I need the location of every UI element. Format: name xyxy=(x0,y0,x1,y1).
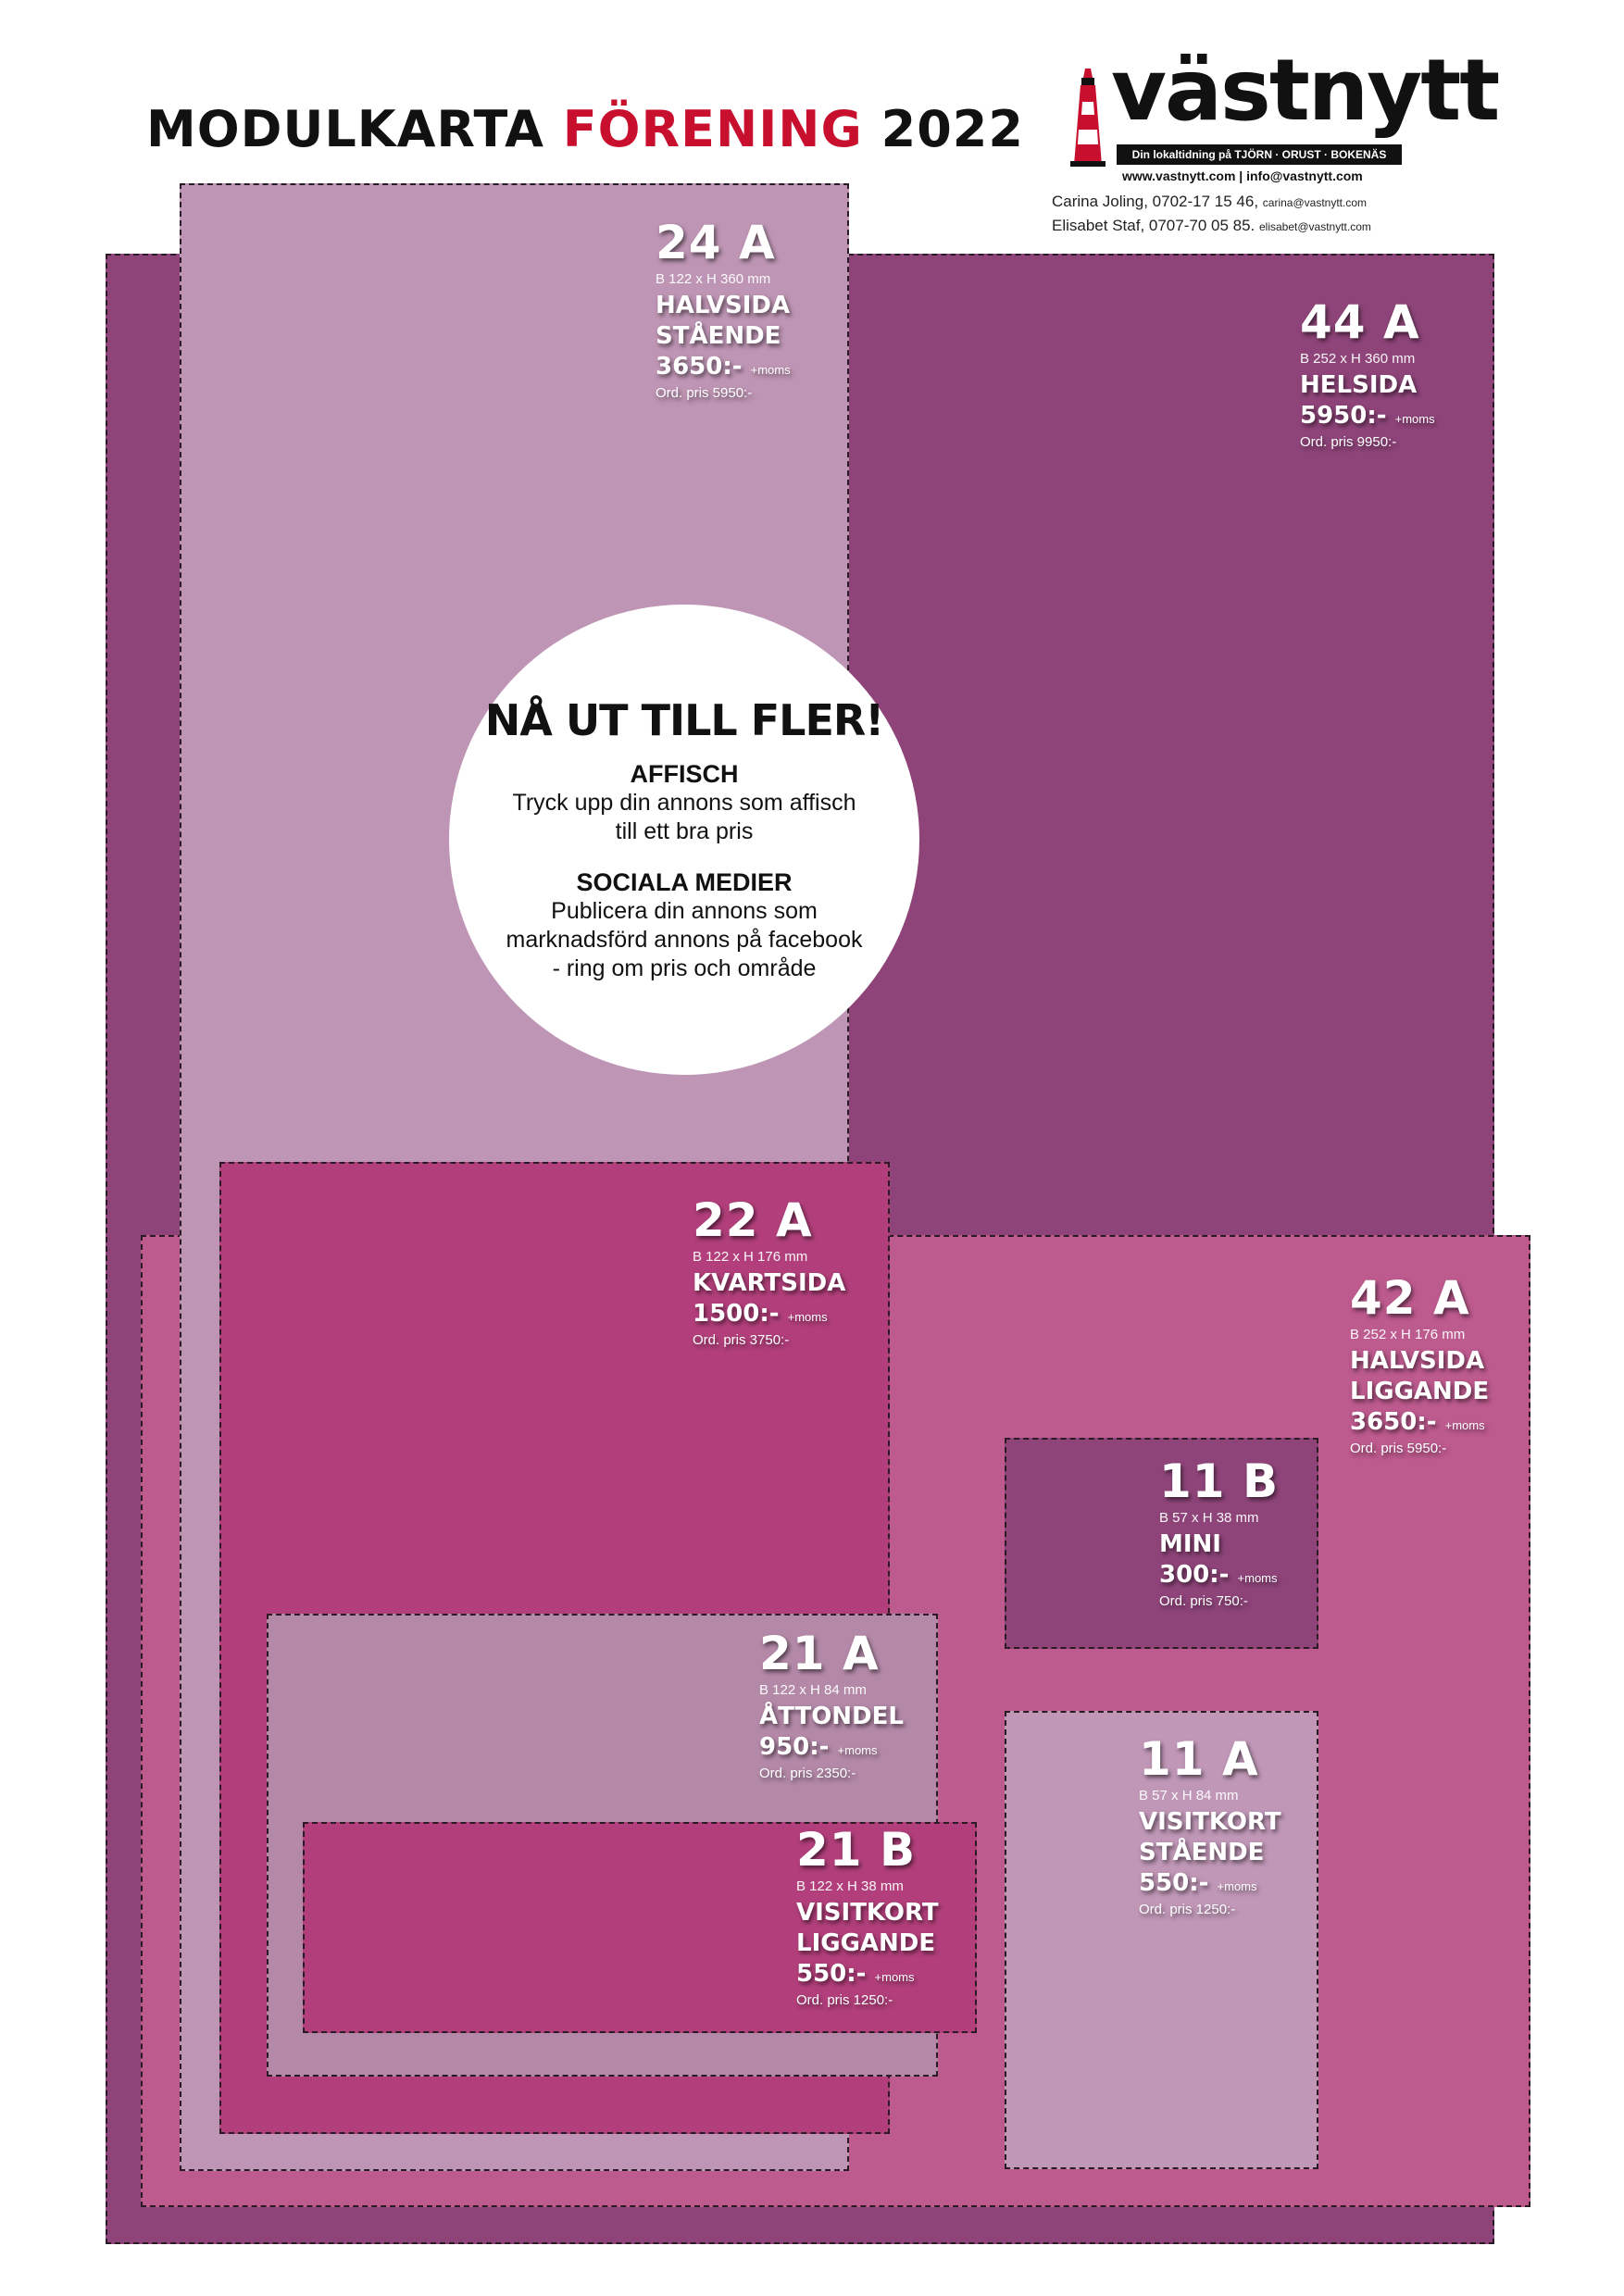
label-21a: 21 A B 122 x H 84 mm ÅTTONDEL 950:- +mom… xyxy=(759,1628,904,1782)
vastnytt-logo: västnytt Din lokaltidning på TJÖRN · ORU… xyxy=(1065,48,1500,171)
module-code: 42 A xyxy=(1350,1271,1470,1325)
ordinary-price: Ord. pris 3750:- xyxy=(693,1332,790,1348)
page-title: MODULKARTA FÖRENING 2022 xyxy=(146,100,1024,158)
ordinary-price: Ord. pris 1250:- xyxy=(796,1992,893,2008)
logo-wordmark: västnytt xyxy=(1111,41,1500,140)
module-code: 44 A xyxy=(1300,295,1420,349)
title-part1: MODULKARTA xyxy=(146,100,563,158)
module-name-2: LIGGANDE xyxy=(796,1929,936,1957)
contact-elisabet-email: elisabet@vastnytt.com xyxy=(1259,220,1371,233)
module-dims: B 122 x H 84 mm xyxy=(759,1682,867,1698)
module-name: HALVSIDA xyxy=(656,292,791,319)
module-code: 11 B xyxy=(1159,1454,1280,1508)
label-42a: 42 A B 252 x H 176 mm HALVSIDA LIGGANDE … xyxy=(1350,1272,1489,1457)
module-price: 550:- +moms xyxy=(796,1959,939,1992)
module-price: 3650:- +moms xyxy=(656,352,791,385)
module-name-2: STÅENDE xyxy=(1139,1839,1265,1866)
affisch-title: AFFISCH xyxy=(630,760,739,788)
moms-note: +moms xyxy=(787,1310,828,1324)
module-dims: B 57 x H 38 mm xyxy=(1159,1510,1259,1526)
module-name: VISITKORT xyxy=(796,1899,939,1927)
price-value: 550:- xyxy=(1139,1869,1209,1897)
module-code: 22 A xyxy=(693,1193,813,1247)
label-21b: 21 B B 122 x H 38 mm VISITKORT LIGGANDE … xyxy=(796,1824,939,2009)
contact-carina-email: carina@vastnytt.com xyxy=(1262,196,1367,209)
module-21b xyxy=(303,1822,977,2033)
ordinary-price: Ord. pris 9950:- xyxy=(1300,434,1397,450)
moms-note: +moms xyxy=(1217,1879,1257,1893)
moms-note: +moms xyxy=(837,1743,878,1757)
module-price: 950:- +moms xyxy=(759,1732,904,1766)
label-44a: 44 A B 252 x H 360 mm HELSIDA 5950:- +mo… xyxy=(1300,296,1435,451)
module-name: ÅTTONDEL xyxy=(759,1703,904,1730)
module-code: 24 A xyxy=(656,216,776,269)
price-value: 950:- xyxy=(759,1733,830,1761)
ordinary-price: Ord. pris 2350:- xyxy=(759,1766,856,1781)
affisch-line-1: Tryck upp din annons som affisch xyxy=(512,790,856,816)
module-code: 21 A xyxy=(759,1627,880,1680)
social-line-3: - ring om pris och område xyxy=(552,955,817,981)
logo-tagline: Din lokaltidning på TJÖRN · ORUST · BOKE… xyxy=(1117,144,1402,165)
contact-elisabet-phone: Elisabet Staf, 0707-70 05 85. xyxy=(1052,217,1255,234)
module-name: KVARTSIDA xyxy=(693,1269,846,1297)
module-price: 3650:- +moms xyxy=(1350,1407,1489,1441)
module-name: HALVSIDA xyxy=(1350,1347,1485,1375)
contact-elisabet: Elisabet Staf, 0707-70 05 85. elisabet@v… xyxy=(1052,217,1371,235)
lighthouse-icon xyxy=(1070,69,1106,167)
module-dims: B 252 x H 176 mm xyxy=(1350,1327,1466,1342)
promo-circle: NÅ UT TILL FLER! AFFISCH Tryck upp din a… xyxy=(449,605,919,1075)
module-name: MINI xyxy=(1159,1530,1221,1558)
module-name-2: LIGGANDE xyxy=(1350,1378,1490,1405)
module-dims: B 57 x H 84 mm xyxy=(1139,1788,1239,1803)
module-dims: B 122 x H 38 mm xyxy=(796,1878,904,1894)
ordinary-price: Ord. pris 750:- xyxy=(1159,1593,1248,1609)
promo-heading: NÅ UT TILL FLER! xyxy=(484,695,885,745)
price-value: 5950:- xyxy=(1300,402,1387,430)
label-11a: 11 A B 57 x H 84 mm VISITKORT STÅENDE 55… xyxy=(1139,1733,1281,1918)
social-line-1: Publicera din annons som xyxy=(551,898,818,924)
title-accent: FÖRENING xyxy=(562,100,863,158)
module-11b xyxy=(1005,1438,1318,1649)
affisch-line-2: till ett bra pris xyxy=(615,818,754,844)
module-price: 1500:- +moms xyxy=(693,1299,845,1332)
label-11b: 11 B B 57 x H 38 mm MINI 300:- +moms Ord… xyxy=(1159,1455,1279,1610)
label-22a: 22 A B 122 x H 176 mm KVARTSIDA 1500:- +… xyxy=(693,1194,845,1349)
module-name-2: STÅENDE xyxy=(656,322,781,350)
title-year: 2022 xyxy=(862,100,1024,158)
contact-carina-phone: Carina Joling, 0702-17 15 46, xyxy=(1052,193,1259,210)
price-value: 3650:- xyxy=(656,353,743,381)
module-code: 21 B xyxy=(796,1823,917,1877)
price-value: 300:- xyxy=(1159,1561,1230,1589)
label-24a: 24 A B 122 x H 360 mm HALVSIDA STÅENDE 3… xyxy=(656,217,791,402)
price-value: 550:- xyxy=(796,1960,867,1988)
module-price: 5950:- +moms xyxy=(1300,401,1435,434)
module-name: VISITKORT xyxy=(1139,1808,1281,1836)
module-dims: B 252 x H 360 mm xyxy=(1300,351,1416,367)
module-price: 550:- +moms xyxy=(1139,1868,1281,1902)
module-dims: B 122 x H 360 mm xyxy=(656,271,771,287)
ordinary-price: Ord. pris 1250:- xyxy=(1139,1902,1236,1917)
moms-note: +moms xyxy=(1444,1418,1485,1432)
module-dims: B 122 x H 176 mm xyxy=(693,1249,808,1265)
moms-note: +moms xyxy=(874,1970,915,1984)
module-name: HELSIDA xyxy=(1300,371,1418,399)
moms-note: +moms xyxy=(1394,412,1435,426)
price-value: 3650:- xyxy=(1350,1408,1437,1436)
moms-note: +moms xyxy=(750,363,791,377)
social-line-2: marknadsförd annons på facebook xyxy=(506,927,863,953)
module-price: 300:- +moms xyxy=(1159,1560,1279,1593)
social-title: SOCIALA MEDIER xyxy=(576,868,793,896)
moms-note: +moms xyxy=(1237,1571,1278,1585)
contact-carina: Carina Joling, 0702-17 15 46, carina@vas… xyxy=(1052,193,1367,211)
price-value: 1500:- xyxy=(693,1300,780,1328)
module-code: 11 A xyxy=(1139,1732,1259,1786)
ordinary-price: Ord. pris 5950:- xyxy=(1350,1441,1447,1456)
module-11a xyxy=(1005,1711,1318,2169)
web-email: www.vastnytt.com | info@vastnytt.com xyxy=(1122,168,1363,183)
ordinary-price: Ord. pris 5950:- xyxy=(656,385,753,401)
